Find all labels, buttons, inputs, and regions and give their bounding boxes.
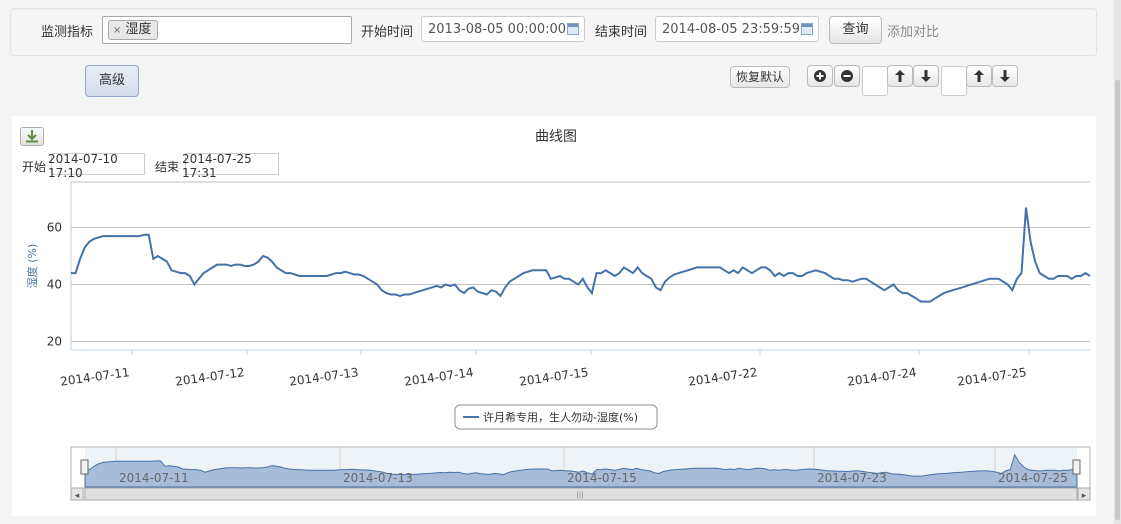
x-tick-label: 2014-07-22 (687, 365, 758, 389)
navigator-label: 2014-07-13 (343, 471, 413, 485)
export-button[interactable] (20, 127, 44, 146)
down-button-1[interactable] (913, 65, 939, 87)
calendar-icon[interactable] (801, 23, 813, 35)
selected-tag-humidity: × 湿度 (108, 20, 159, 40)
y-axis-ticks: 20 40 60 (47, 221, 62, 349)
y-tick-label: 20 (47, 334, 62, 348)
plus-circle-icon (814, 70, 826, 82)
end-time-label: 结束时间 (595, 25, 648, 40)
navigator-label: 2014-07-11 (119, 471, 189, 485)
legend-box (454, 404, 658, 430)
navigator-scroll-right-button[interactable] (1077, 487, 1091, 501)
start-time-label: 开始时间 (361, 25, 414, 40)
legend-label: 许月希专用，生人勿动-湿度(%) (483, 410, 638, 424)
query-button[interactable]: 查询 (829, 16, 882, 44)
down-button-2[interactable] (992, 65, 1018, 87)
legend[interactable]: 许月希专用，生人勿动-湿度(%) (454, 404, 658, 430)
navigator-label: 2014-07-15 (567, 471, 637, 485)
step-input-2[interactable] (941, 66, 967, 96)
x-tick-label: 2014-07-11 (59, 365, 130, 389)
minus-circle-icon (841, 70, 853, 82)
range-end-input[interactable]: 2014-07-25 17:31 (182, 152, 279, 180)
end-time-value: 2014-08-05 23:59:59 (662, 22, 801, 37)
reset-default-button[interactable]: 恢复默认 (730, 66, 790, 88)
download-icon (26, 130, 38, 143)
navigator[interactable]: 2014-07-11 2014-07-13 2014-07-15 2014-07-23… (70, 446, 1091, 501)
x-axis-ticks: 2014-07-11 2014-07-12 2014-07-13 2014-07-14… (59, 350, 1030, 389)
y-tick-label: 60 (47, 221, 62, 235)
start-time-input[interactable]: 2013-08-05 00:00:00 (421, 16, 585, 42)
indicator-multiselect[interactable]: × 湿度 (102, 16, 352, 44)
end-time-input[interactable]: 2014-08-05 23:59:59 (655, 16, 819, 42)
arrow-up-icon (974, 70, 984, 82)
x-tick-label: 2014-07-12 (174, 365, 245, 389)
advanced-button[interactable]: 高级 (85, 65, 139, 97)
range-start-value: 2014-07-10 17:10 (48, 152, 118, 180)
start-time-value: 2013-08-05 00:00:00 (428, 22, 567, 37)
grid-lines (71, 181, 1090, 342)
scrollbar-grip-icon: ||| (576, 491, 583, 499)
navigator-handle-left[interactable] (80, 459, 89, 475)
scroll-right-arrow-icon: ▸ (1082, 491, 1087, 501)
zoom-in-button[interactable] (807, 65, 833, 87)
navigator-labels: 2014-07-11 2014-07-13 2014-07-15 2014-07-23… (119, 471, 1068, 485)
x-tick-label: 2014-07-24 (846, 365, 917, 389)
zoom-out-button[interactable] (834, 65, 860, 87)
chart-title: 曲线图 (535, 129, 577, 145)
range-start-input[interactable]: 2014-07-10 17:10 (48, 152, 145, 180)
navigator-series-area (84, 453, 1078, 488)
arrow-up-icon (895, 70, 905, 82)
scroll-left-arrow-icon: ◂ (75, 491, 80, 501)
x-tick-label: 2014-07-15 (518, 365, 589, 389)
x-tick-label: 2014-07-25 (956, 365, 1027, 389)
y-tick-label: 40 (47, 278, 62, 292)
calendar-icon[interactable] (567, 23, 579, 35)
navigator-label: 2014-07-23 (817, 471, 887, 485)
up-button-2[interactable] (966, 65, 992, 87)
page-scrollbar-thumb[interactable] (1115, 80, 1120, 520)
navigator-scroll-left-button[interactable] (70, 487, 84, 501)
range-end-value: 2014-07-25 17:31 (182, 152, 252, 180)
range-end-label: 结束 (155, 160, 180, 174)
range-start-label: 开始 (22, 160, 47, 174)
x-tick-label: 2014-07-13 (288, 365, 359, 389)
arrow-down-icon (921, 70, 931, 82)
navigator-scrollbar-thumb[interactable] (84, 487, 1078, 501)
arrow-down-icon (1000, 70, 1010, 82)
y-axis-label: 湿度 (%) (25, 244, 39, 289)
tag-remove-icon[interactable]: × (113, 25, 122, 36)
selected-tag-label: 湿度 (125, 22, 152, 37)
indicator-label: 监测指标 (41, 25, 94, 40)
series-line-humidity[interactable] (71, 207, 1091, 303)
navigator-handle-right[interactable] (1072, 459, 1081, 475)
x-tick-label: 2014-07-14 (403, 365, 474, 389)
navigator-label: 2014-07-25 (998, 471, 1068, 485)
up-button-1[interactable] (887, 65, 913, 87)
add-compare-link[interactable]: 添加对比 (887, 25, 940, 40)
